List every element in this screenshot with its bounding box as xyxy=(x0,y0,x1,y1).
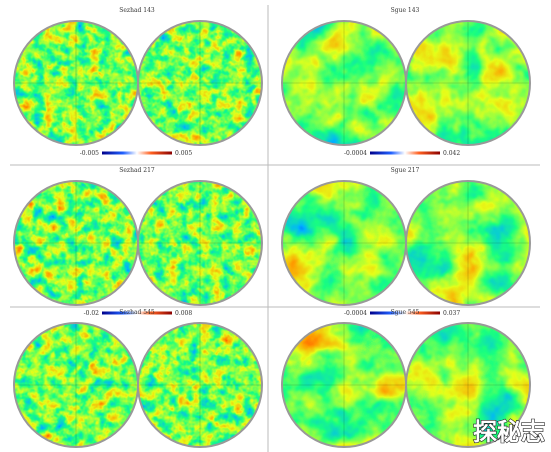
sky-map xyxy=(14,181,138,305)
panel: Sgue 143 -0.0004 0.042 xyxy=(281,7,531,157)
colorbar xyxy=(102,151,172,155)
colorbar-max-label: 0.037 xyxy=(443,310,460,317)
sky-map xyxy=(406,21,530,145)
colorbar xyxy=(370,151,440,155)
map-border xyxy=(405,20,531,146)
sky-map xyxy=(14,323,138,447)
map-border xyxy=(137,322,263,448)
panel-title: Sgue 545 xyxy=(391,309,420,316)
panel-title: Sgue 217 xyxy=(391,167,420,174)
sky-map xyxy=(282,21,406,145)
panel-title: Sezhad 545 xyxy=(119,309,155,316)
sky-map xyxy=(406,181,530,305)
sky-map xyxy=(14,21,138,145)
panel: Sezhad 545-0.020.02 xyxy=(13,309,263,448)
panel: Sgue 217 -0.0004 0.037 xyxy=(281,167,531,317)
panel: Sgue 545-0.020.02 xyxy=(281,309,531,448)
sky-map xyxy=(282,323,406,447)
sky-map xyxy=(138,181,262,305)
colorbar xyxy=(370,311,440,315)
colorbar-min-label: -0.02 xyxy=(84,310,100,317)
panel-title: Sezhad 217 xyxy=(119,167,155,174)
sky-map xyxy=(138,21,262,145)
watermark: 探秘志 xyxy=(473,418,545,446)
colorbar-min-label: -0.0004 xyxy=(344,150,367,157)
colorbar-max-label: 0.008 xyxy=(175,310,192,317)
map-border xyxy=(137,20,263,146)
panel: Sezhad 143 -0.005 0.005 xyxy=(13,7,263,157)
sky-map xyxy=(138,323,262,447)
panel-title: Sgue 143 xyxy=(391,7,420,14)
panel-title: Sezhad 143 xyxy=(119,7,155,14)
map-border xyxy=(137,180,263,306)
colorbar xyxy=(102,311,172,315)
panel: Sezhad 217 -0.02 0.008 xyxy=(13,167,263,317)
sky-map xyxy=(406,323,530,447)
colorbar-min-label: -0.0004 xyxy=(344,310,367,317)
map-border xyxy=(405,180,531,306)
map-border xyxy=(405,322,531,448)
colorbar-max-label: 0.005 xyxy=(175,150,192,157)
colorbar-min-label: -0.005 xyxy=(80,150,99,157)
sky-map xyxy=(282,181,406,305)
colorbar-max-label: 0.042 xyxy=(443,150,460,157)
